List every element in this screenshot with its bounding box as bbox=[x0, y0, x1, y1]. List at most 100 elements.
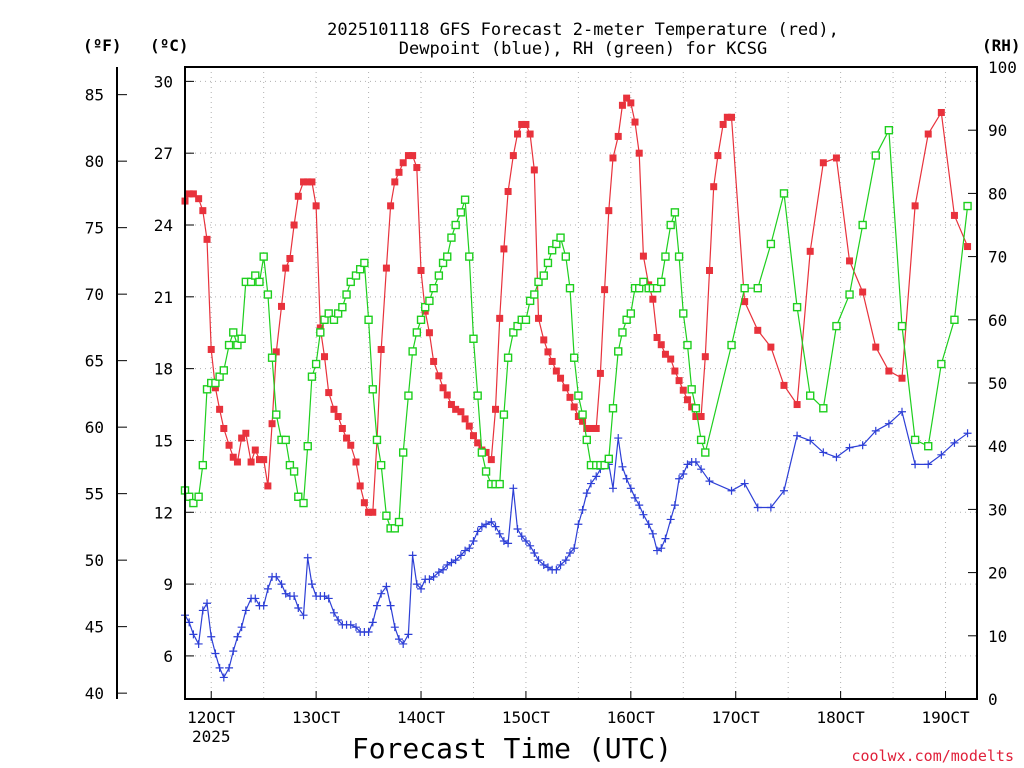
dewpoint-point bbox=[517, 532, 526, 541]
dewpoint-point bbox=[661, 534, 670, 543]
temperature-point bbox=[526, 130, 534, 138]
rh-point bbox=[189, 498, 198, 508]
dewpoint-point bbox=[950, 438, 959, 447]
rh-point bbox=[792, 302, 802, 312]
dewpoint-point bbox=[425, 575, 434, 584]
rh-point bbox=[316, 328, 325, 337]
temperature-point bbox=[308, 178, 316, 186]
rh-point bbox=[779, 189, 789, 198]
dewpoint-point bbox=[858, 441, 867, 450]
temperature-point bbox=[435, 372, 443, 380]
time-tick-label: 19OCT bbox=[921, 708, 970, 727]
dewpoint-point bbox=[364, 627, 373, 636]
rh-point bbox=[937, 359, 946, 369]
dewpoint-point bbox=[618, 462, 627, 471]
rh-point bbox=[639, 277, 648, 287]
celsius-tick-label: 6 bbox=[163, 647, 173, 666]
rh-tick-label: 80 bbox=[988, 184, 1007, 203]
temperature-point bbox=[352, 458, 360, 466]
rh-point bbox=[897, 321, 907, 331]
rh-tick-label: 90 bbox=[988, 121, 1007, 140]
celsius-tick-label: 24 bbox=[154, 216, 173, 235]
rh-point bbox=[481, 467, 491, 476]
temperature-point bbox=[500, 245, 508, 253]
rh-point bbox=[539, 271, 548, 280]
rh-point bbox=[674, 252, 684, 261]
dewpoint-point bbox=[626, 484, 635, 493]
temperature-point bbox=[675, 377, 683, 385]
rh-point bbox=[683, 340, 692, 350]
temperature-point bbox=[562, 384, 570, 392]
rh-tick-label: 60 bbox=[988, 311, 1007, 330]
temperature-point bbox=[290, 221, 298, 229]
temperature-point bbox=[587, 424, 595, 432]
rh-point bbox=[460, 195, 470, 204]
temperature-point bbox=[832, 154, 840, 162]
dewpoint-point bbox=[884, 419, 893, 428]
dewpoint-point bbox=[225, 663, 234, 672]
dewpoint-point bbox=[504, 539, 513, 548]
rh-point bbox=[569, 353, 579, 362]
temperature-point bbox=[425, 329, 433, 337]
celsius-tick-label: 27 bbox=[154, 144, 173, 163]
dewpoint-point bbox=[897, 407, 906, 416]
chart-title-line-1: 2025101118 GFS Forecast 2-meter Temperat… bbox=[327, 20, 839, 40]
temperature-point bbox=[304, 178, 312, 186]
dewpoint-point bbox=[408, 551, 417, 560]
temperature-point bbox=[251, 446, 259, 454]
temperature-point bbox=[260, 456, 268, 464]
rh-point bbox=[451, 220, 460, 230]
rh-point bbox=[495, 479, 504, 489]
rh-point bbox=[691, 404, 701, 413]
dewpoint-point bbox=[329, 608, 338, 617]
dewpoint-point bbox=[670, 501, 679, 510]
dewpoint-point bbox=[482, 520, 491, 529]
rh-point bbox=[434, 271, 444, 280]
temperature-point bbox=[701, 353, 709, 361]
temperature-point bbox=[631, 118, 639, 126]
dewpoint-point bbox=[237, 623, 246, 632]
rh-point bbox=[608, 404, 618, 413]
dewpoint-point bbox=[372, 601, 381, 610]
series-layer bbox=[180, 94, 972, 682]
rh-point bbox=[670, 208, 680, 217]
rh-point bbox=[281, 435, 290, 445]
rh-point bbox=[614, 347, 623, 356]
dewpoint-point bbox=[697, 465, 706, 474]
rh-point bbox=[404, 391, 413, 400]
dewpoint-point bbox=[473, 527, 482, 536]
temperature-point bbox=[596, 369, 604, 377]
celsius-tick-label: 9 bbox=[163, 575, 173, 594]
rh-point bbox=[753, 284, 762, 293]
dewpoint-point bbox=[456, 551, 465, 560]
dewpoint-point bbox=[586, 479, 595, 488]
dewpoint-point bbox=[556, 560, 565, 569]
temperature-point bbox=[706, 266, 714, 274]
celsius-tick-label: 12 bbox=[154, 503, 173, 522]
time-tick-label: 15OCT bbox=[502, 708, 551, 727]
dewpoint-point bbox=[477, 522, 486, 531]
temperature-point bbox=[540, 336, 548, 344]
rh-point bbox=[561, 252, 570, 261]
rh-point bbox=[447, 233, 456, 242]
fahrenheit-tick-label: 65 bbox=[85, 352, 104, 371]
temperature-point bbox=[496, 314, 504, 322]
rh-tick-label: 40 bbox=[988, 437, 1007, 456]
dewpoint-point bbox=[229, 647, 238, 656]
rh-point bbox=[806, 391, 815, 400]
temperature-point bbox=[924, 130, 932, 138]
temperature-point bbox=[255, 456, 263, 464]
rh-point bbox=[294, 492, 303, 501]
temperature-point bbox=[671, 367, 679, 375]
dewpoint-point bbox=[307, 580, 316, 589]
rh-point bbox=[324, 309, 333, 318]
rh-point bbox=[556, 233, 565, 242]
dewpoint-point bbox=[779, 486, 788, 495]
temperature-point bbox=[544, 348, 552, 356]
temperature-point bbox=[846, 257, 854, 265]
rh-line bbox=[184, 128, 969, 529]
temperature-point bbox=[443, 391, 451, 399]
time-tick-label: 13OCT bbox=[292, 708, 341, 727]
temperature-point bbox=[334, 413, 342, 421]
rh-point bbox=[696, 435, 706, 445]
